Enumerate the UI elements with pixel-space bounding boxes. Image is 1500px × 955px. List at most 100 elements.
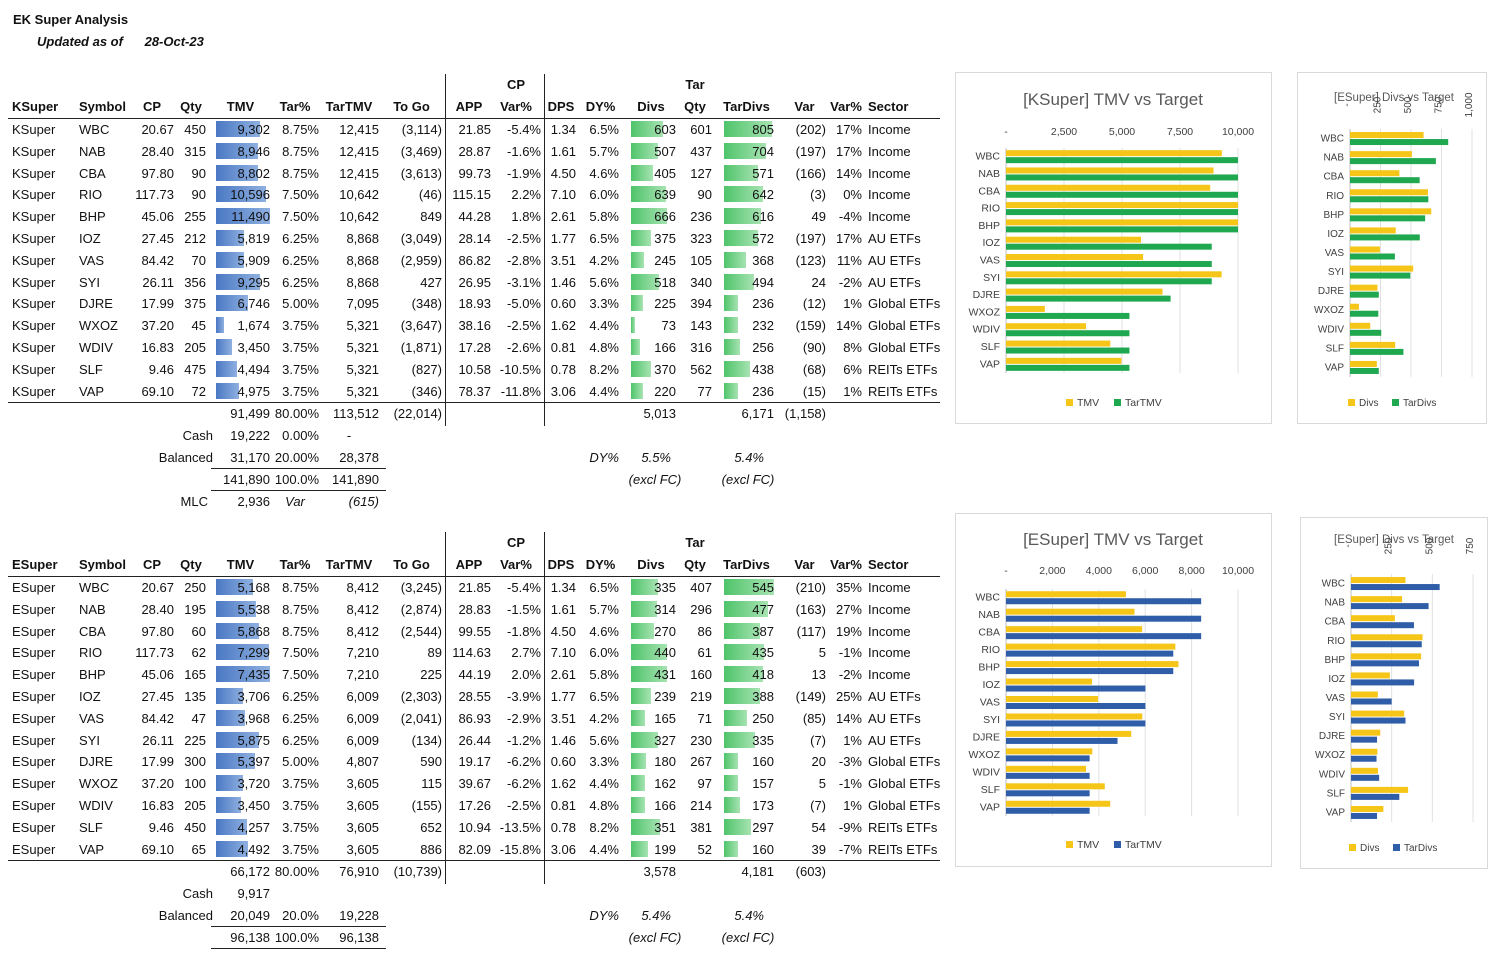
category-label: WXOZ — [969, 306, 1001, 318]
cell-qty: 205 — [184, 340, 206, 355]
cell-qty: 62 — [191, 645, 206, 661]
cell-sym: DJRE — [79, 754, 113, 770]
category-label: RIO — [981, 203, 1000, 215]
tmv-databar — [216, 360, 237, 377]
divs-databar — [631, 797, 645, 813]
bar-divs — [1350, 208, 1432, 215]
cell-divs: 239 — [626, 686, 676, 707]
cell-divs: 73 — [626, 315, 676, 336]
cell-dps: 0.81 — [550, 340, 576, 355]
cell-v: (197) — [795, 143, 826, 159]
bar-divs — [1351, 634, 1423, 641]
cell-vp: 17% — [835, 122, 862, 137]
x-tick-label: 7,500 — [1167, 126, 1193, 138]
header-app: APP — [455, 557, 483, 572]
cell-var: -13.5% — [499, 819, 541, 835]
cell-qty: 300 — [184, 754, 206, 770]
cell-value: 73 — [661, 318, 676, 334]
header-tmv: TMV — [226, 557, 255, 572]
excl-fc-divs: (excl FC) — [628, 472, 682, 488]
cash-row: Cash 19,222 0.00% - — [8, 425, 940, 446]
bar-tartmv — [1006, 633, 1202, 640]
cell-value: 157 — [752, 776, 774, 792]
cell-qty: 375 — [184, 296, 206, 312]
balanced-tar: 20.00% — [274, 450, 319, 466]
table-row: KSuper WDIV 16.83 205 3,450 3.75% 5,321 (1,871)… — [8, 337, 940, 358]
cell-sym: NAB — [79, 143, 106, 159]
cell-fund: ESuper — [12, 580, 56, 595]
cell-vp: 35% — [835, 580, 862, 595]
cell-cp: 20.67 — [141, 122, 174, 137]
cell-sym: BHP — [79, 209, 106, 225]
balanced-tartmv: 19,228 — [339, 908, 379, 924]
cell-togo: (3,049) — [400, 231, 442, 246]
cell-tartmv: 8,868 — [346, 231, 379, 246]
cell-var: -5.0% — [507, 296, 541, 312]
grand-tar: 100.0% — [274, 472, 319, 488]
cell-tar: 3.75% — [282, 819, 319, 835]
cell-dy: 6.5% — [589, 231, 619, 246]
balanced-tar: 20.0% — [282, 908, 319, 924]
category-label: VAS — [980, 697, 1000, 709]
tardivs-databar — [724, 709, 747, 726]
tardivs-databar — [724, 600, 768, 617]
cell-tqty: 296 — [690, 601, 712, 617]
bar-tmv — [1006, 167, 1214, 174]
category-label: SLF — [1327, 788, 1345, 799]
cell-divs: 166 — [626, 795, 676, 816]
tardivs-databar — [724, 121, 772, 137]
cell-v: (149) — [795, 689, 826, 704]
cell-togo: 89 — [427, 645, 442, 661]
bar-tartmv — [1006, 703, 1146, 709]
cell-dy: 6.5% — [589, 122, 619, 137]
cell-sym: VAS — [79, 252, 105, 268]
header-togo: To Go — [393, 99, 430, 114]
cell-value: 387 — [752, 623, 774, 639]
cell-vp: 0% — [843, 187, 862, 203]
cell-fund: KSuper — [12, 122, 56, 137]
category-label: WDIV — [1319, 769, 1345, 780]
cell-value: 545 — [752, 580, 774, 595]
mlc-var: (615) — [348, 494, 379, 510]
legend-label: Divs — [1360, 843, 1379, 854]
cell-value: 180 — [654, 754, 676, 770]
cell-qty: 205 — [184, 798, 206, 813]
x-tick-label: 500 — [1424, 537, 1435, 554]
cell-tmv: 5,538 — [211, 599, 270, 620]
cell-divs: 666 — [626, 206, 676, 227]
tardivs-databar — [724, 295, 738, 312]
bar-divs — [1351, 596, 1403, 603]
cell-dps: 0.78 — [550, 819, 576, 835]
cell-cp: 37.20 — [141, 776, 174, 792]
table-row: KSuper SLF 9.46 475 4,494 3.75% 5,321 (827) 10.5… — [8, 359, 940, 380]
dy-tar: 5.4% — [734, 450, 764, 466]
cell-dps: 4.50 — [550, 165, 576, 181]
cell-value: 9,295 — [237, 274, 270, 290]
table-row: ESuper SYI 26.11 225 5,875 6.25% 6,009 (134) 26.… — [8, 730, 940, 751]
cell-qty: 356 — [184, 274, 206, 290]
legend-swatch — [1114, 841, 1121, 848]
header-sym: Symbol — [79, 99, 126, 114]
bar-tardivs — [1351, 755, 1377, 762]
tardivs-databar — [724, 208, 761, 225]
bar-tardivs — [1350, 367, 1379, 374]
header-tar: Tar% — [279, 99, 311, 114]
table-row: KSuper WXOZ 37.20 45 1,674 3.75% 5,321 (3,647) 3… — [8, 315, 940, 336]
cell-dy: 4.4% — [589, 776, 619, 792]
legend-swatch — [1066, 841, 1073, 848]
cell-tmv: 3,450 — [211, 337, 270, 358]
bar-divs — [1351, 710, 1405, 717]
tmv-databar — [216, 230, 244, 246]
cell-cp: 26.11 — [142, 274, 174, 290]
cell-fund: KSuper — [12, 318, 56, 334]
divs-databar — [631, 600, 657, 617]
cell-var: -2.8% — [507, 252, 541, 268]
cell-togo: 849 — [420, 209, 442, 225]
cell-var: 2.7% — [511, 645, 541, 661]
cell-qty: 475 — [184, 361, 206, 377]
cell-value: 4,492 — [237, 841, 270, 857]
tmv-databar — [216, 121, 260, 137]
cell-fund: ESuper — [12, 710, 56, 726]
cell-divs: 507 — [626, 141, 676, 162]
balanced-label: Balanced — [158, 450, 213, 466]
